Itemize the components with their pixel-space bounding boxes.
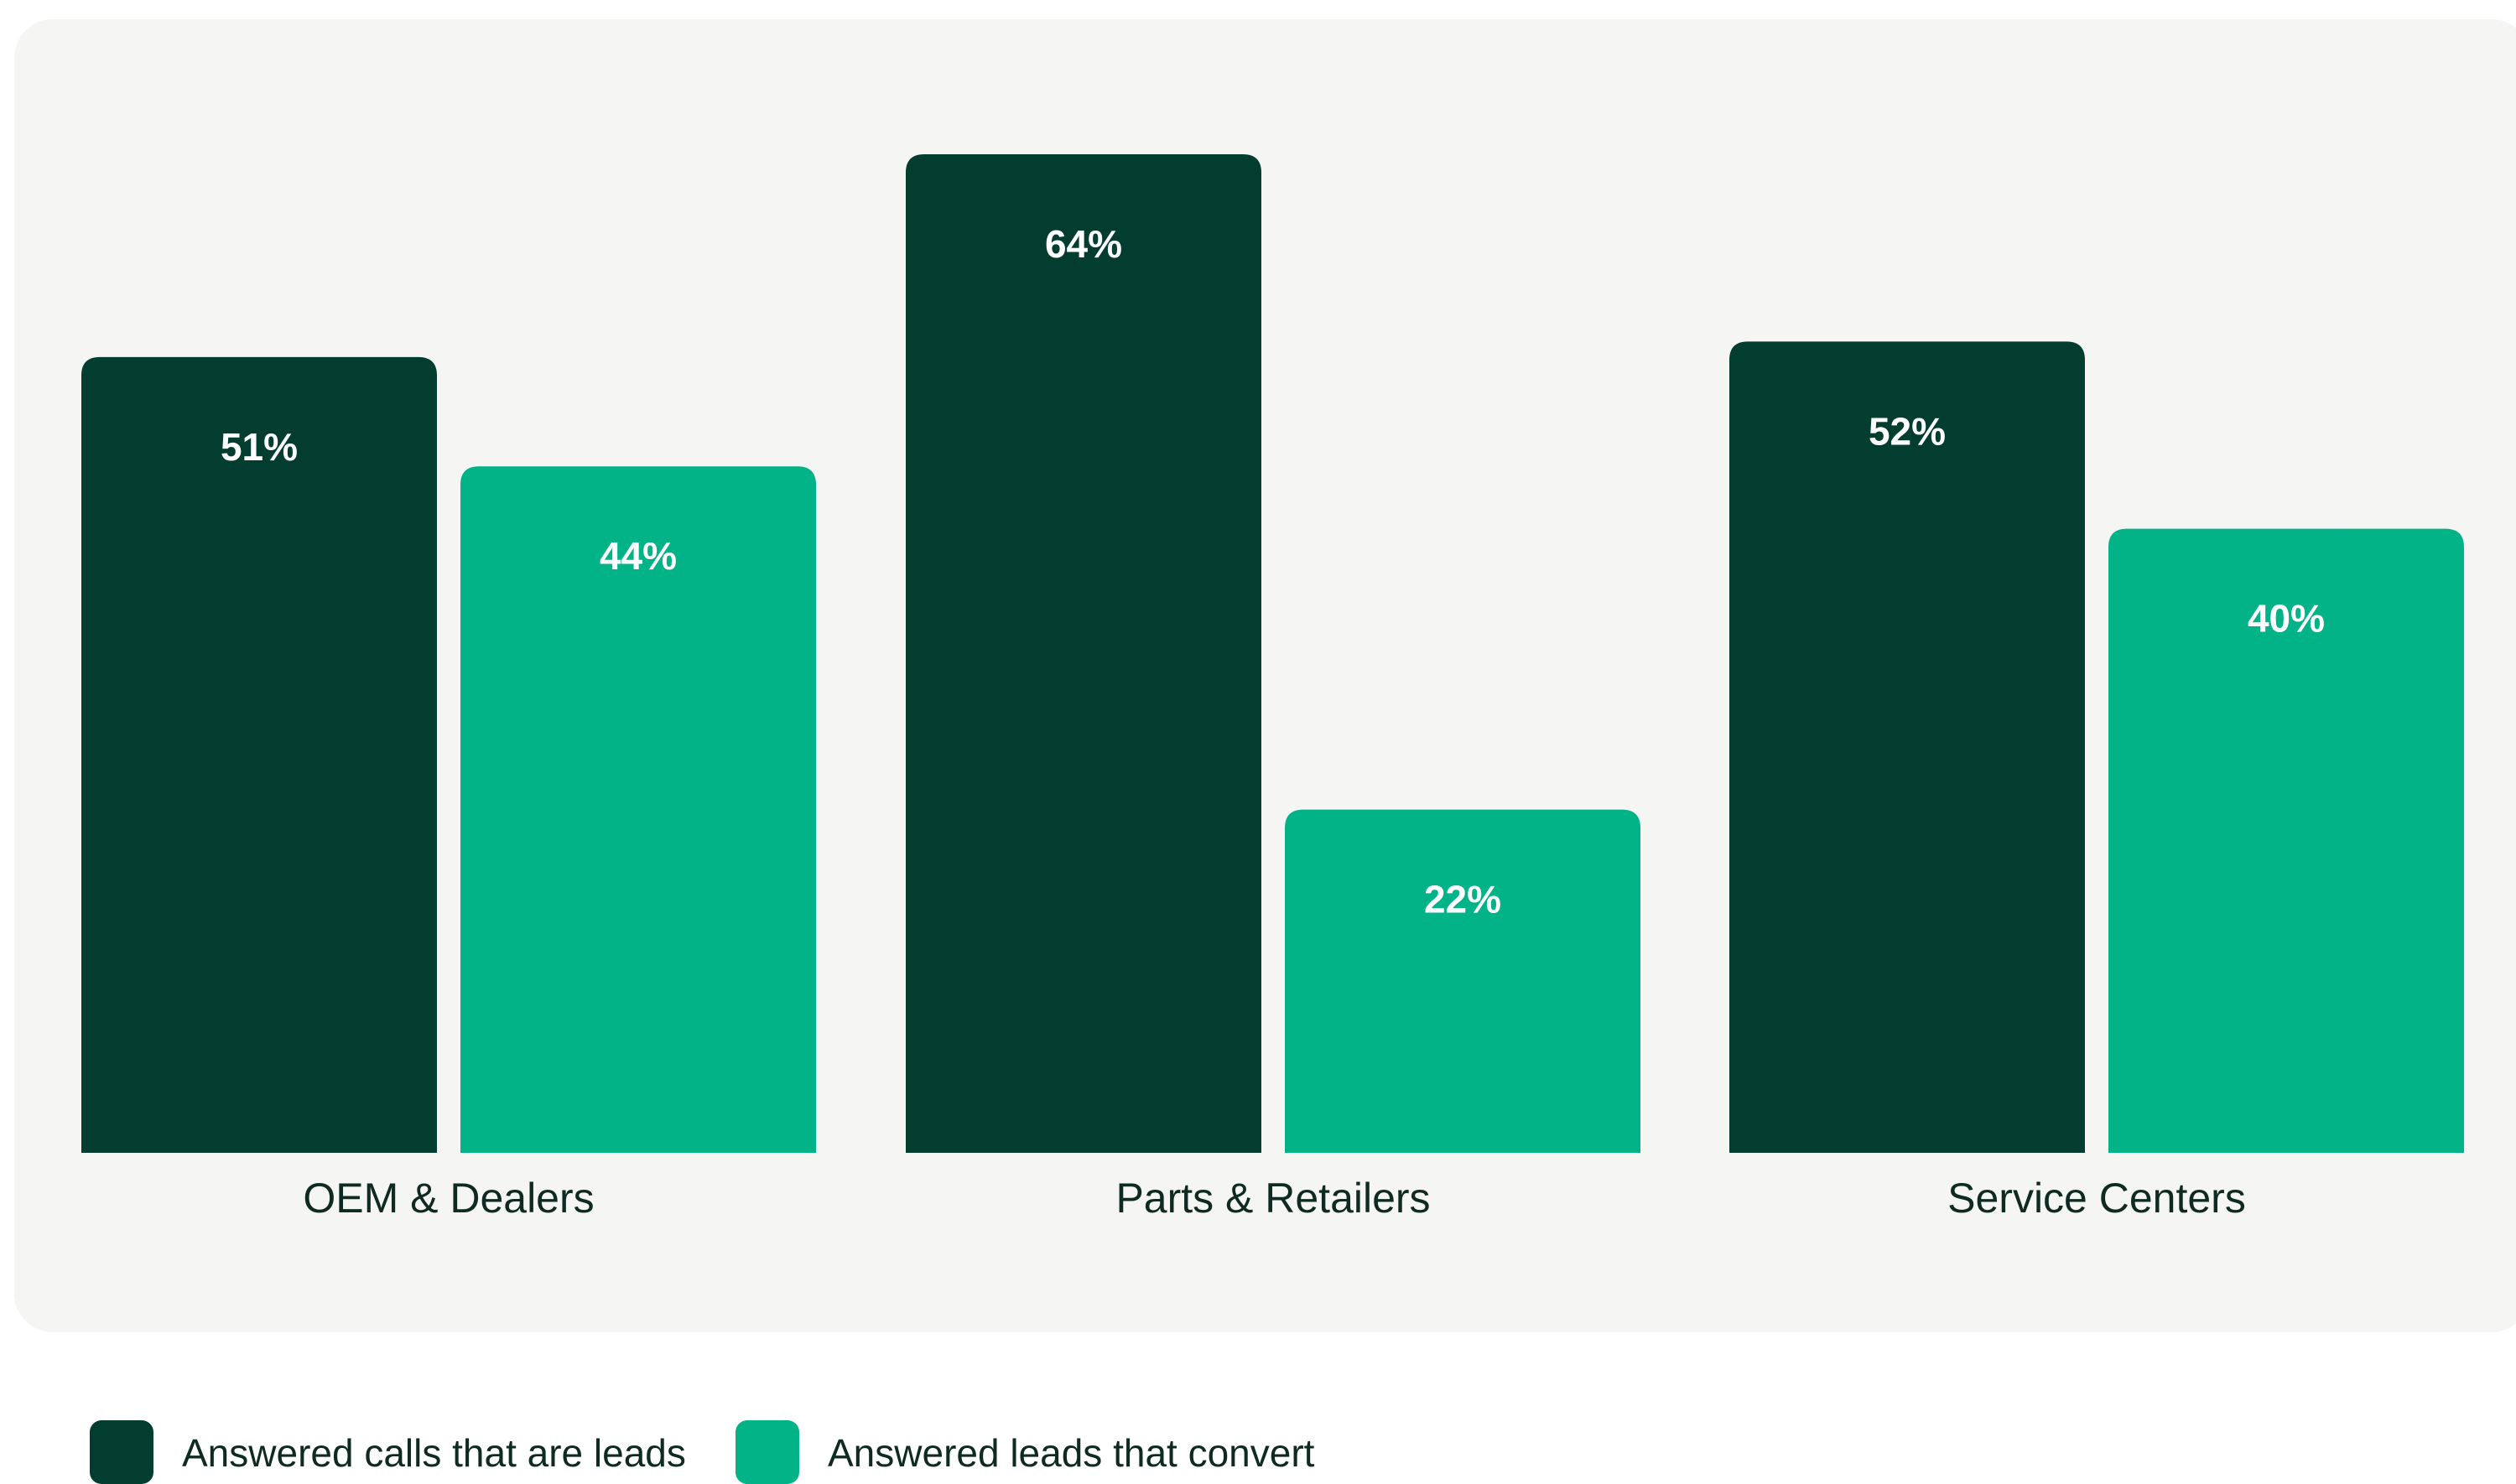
bar-oem-dealers-convert	[460, 466, 816, 1153]
data-label-service-centers-leads: 52%	[1869, 409, 1946, 453]
bar-service-centers-leads	[1729, 341, 2085, 1153]
category-label-service-centers: Service Centers	[1947, 1175, 2246, 1222]
legend-swatch-convert	[736, 1420, 799, 1484]
data-label-service-centers-convert: 40%	[2248, 597, 2325, 641]
legend-label-leads: Answered calls that are leads	[182, 1431, 686, 1475]
data-label-oem-dealers-leads: 51%	[221, 425, 298, 469]
bar-parts-retailers-convert	[1285, 809, 1640, 1153]
bar-parts-retailers-leads	[906, 154, 1261, 1153]
legend-swatch-leads	[90, 1420, 153, 1484]
data-label-parts-retailers-leads: 64%	[1045, 222, 1122, 266]
legend-label-convert: Answered leads that convert	[828, 1431, 1315, 1475]
data-label-parts-retailers-convert: 22%	[1424, 878, 1501, 921]
data-label-oem-dealers-convert: 44%	[600, 534, 677, 578]
category-label-oem-dealers: OEM & Dealers	[303, 1175, 594, 1222]
bar-service-centers-convert	[2108, 528, 2464, 1153]
bar-oem-dealers-leads	[81, 356, 437, 1153]
category-label-parts-retailers: Parts & Retailers	[1115, 1175, 1430, 1222]
